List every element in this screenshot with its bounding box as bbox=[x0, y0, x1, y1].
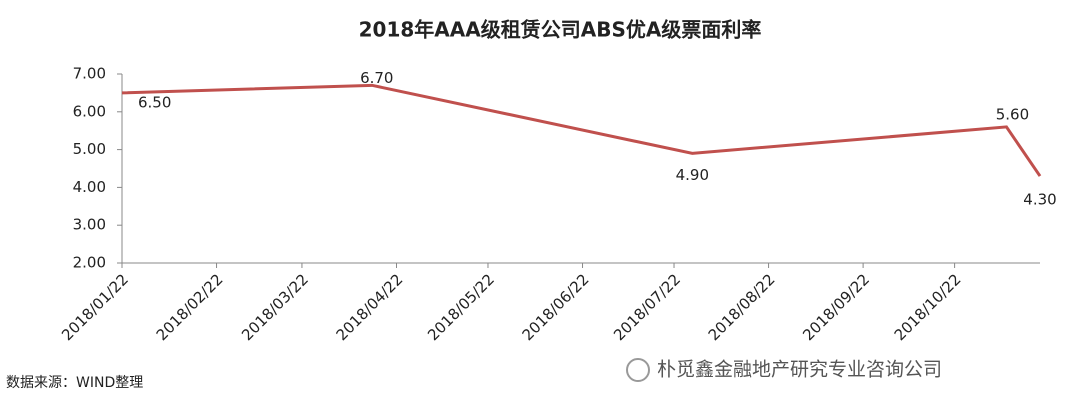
chart-title: 2018年AAA级租赁公司ABS优A级票面利率 bbox=[359, 18, 762, 42]
x-tick-label: 2018/07/22 bbox=[610, 270, 684, 344]
value-label: 6.70 bbox=[360, 69, 393, 87]
value-label: 4.90 bbox=[676, 166, 709, 184]
x-tick-label: 2018/05/22 bbox=[424, 270, 498, 344]
y-tick-label: 6.00 bbox=[73, 102, 106, 120]
x-tick-label: 2018/09/22 bbox=[799, 270, 873, 344]
y-tick-label: 7.00 bbox=[73, 65, 106, 83]
y-tick-label: 4.00 bbox=[73, 178, 106, 196]
x-tick-label: 2018/08/22 bbox=[705, 270, 779, 344]
value-label: 6.50 bbox=[138, 93, 171, 111]
series-line bbox=[121, 83, 1042, 177]
x-tick-label: 2018/10/22 bbox=[891, 270, 965, 344]
y-tick-label: 3.00 bbox=[73, 216, 106, 234]
source-note: 数据来源：WIND整理 bbox=[6, 375, 143, 391]
x-tick-label: 2018/01/22 bbox=[58, 270, 132, 344]
x-tick-label: 2018/04/22 bbox=[333, 270, 407, 344]
value-label: 4.30 bbox=[1023, 191, 1056, 209]
x-tick-label: 2018/02/22 bbox=[153, 270, 227, 344]
x-tick-label: 2018/06/22 bbox=[519, 270, 593, 344]
value-label: 5.60 bbox=[996, 105, 1029, 123]
y-tick-label: 5.00 bbox=[73, 140, 106, 158]
x-tick-label: 2018/03/22 bbox=[238, 270, 312, 344]
watermark: 朴觅鑫金融地产研究专业咨询公司 bbox=[657, 359, 942, 381]
watermark-icon bbox=[626, 358, 650, 382]
y-tick-label: 2.00 bbox=[73, 254, 106, 272]
